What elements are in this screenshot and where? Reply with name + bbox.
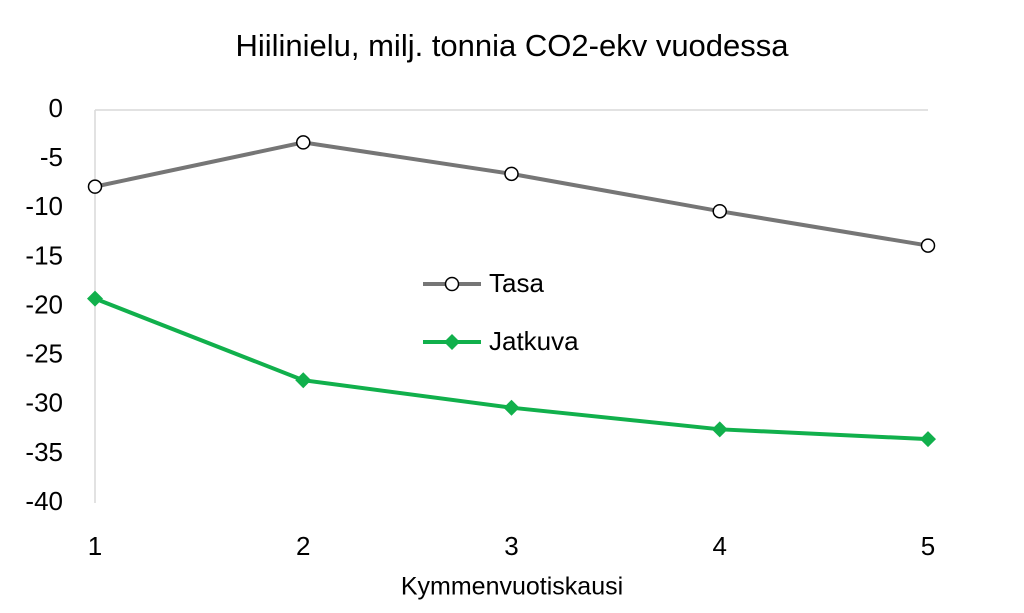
y-tick-label: -15	[25, 240, 63, 270]
legend-marker	[444, 334, 460, 350]
x-tick-label: 4	[713, 531, 727, 561]
data-point	[296, 135, 311, 150]
y-tick-label: 0	[49, 93, 63, 123]
data-point	[504, 166, 519, 182]
series-line	[94, 140, 929, 248]
x-tick-label: 1	[88, 531, 102, 561]
data-point	[503, 399, 520, 416]
data-point	[920, 238, 936, 253]
x-tick-label: 3	[504, 531, 518, 561]
data-point	[295, 372, 312, 389]
series-line	[94, 296, 929, 442]
y-tick-label: -25	[25, 339, 63, 369]
legend-label: Tasa	[489, 268, 544, 298]
legend-label: Jatkuva	[489, 326, 579, 356]
y-tick-label: -35	[25, 437, 63, 467]
y-tick-label: -10	[25, 191, 63, 221]
data-point	[712, 203, 727, 219]
data-point	[711, 421, 728, 438]
chart-title: Hiilinielu, milj. tonnia CO2-ekv vuodess…	[235, 28, 789, 63]
y-tick-label: -20	[25, 289, 63, 319]
data-point	[920, 431, 936, 448]
y-tick-label: -30	[25, 388, 63, 418]
data-point	[87, 290, 103, 307]
x-tick-label: 2	[296, 531, 310, 561]
data-point	[87, 179, 103, 194]
legend-marker	[444, 276, 460, 292]
x-tick-label: 5	[921, 531, 935, 561]
y-tick-label: -5	[40, 142, 63, 172]
x-axis-title: Kymmenvuotiskausi	[401, 573, 623, 601]
y-tick-label: -40	[25, 486, 63, 516]
